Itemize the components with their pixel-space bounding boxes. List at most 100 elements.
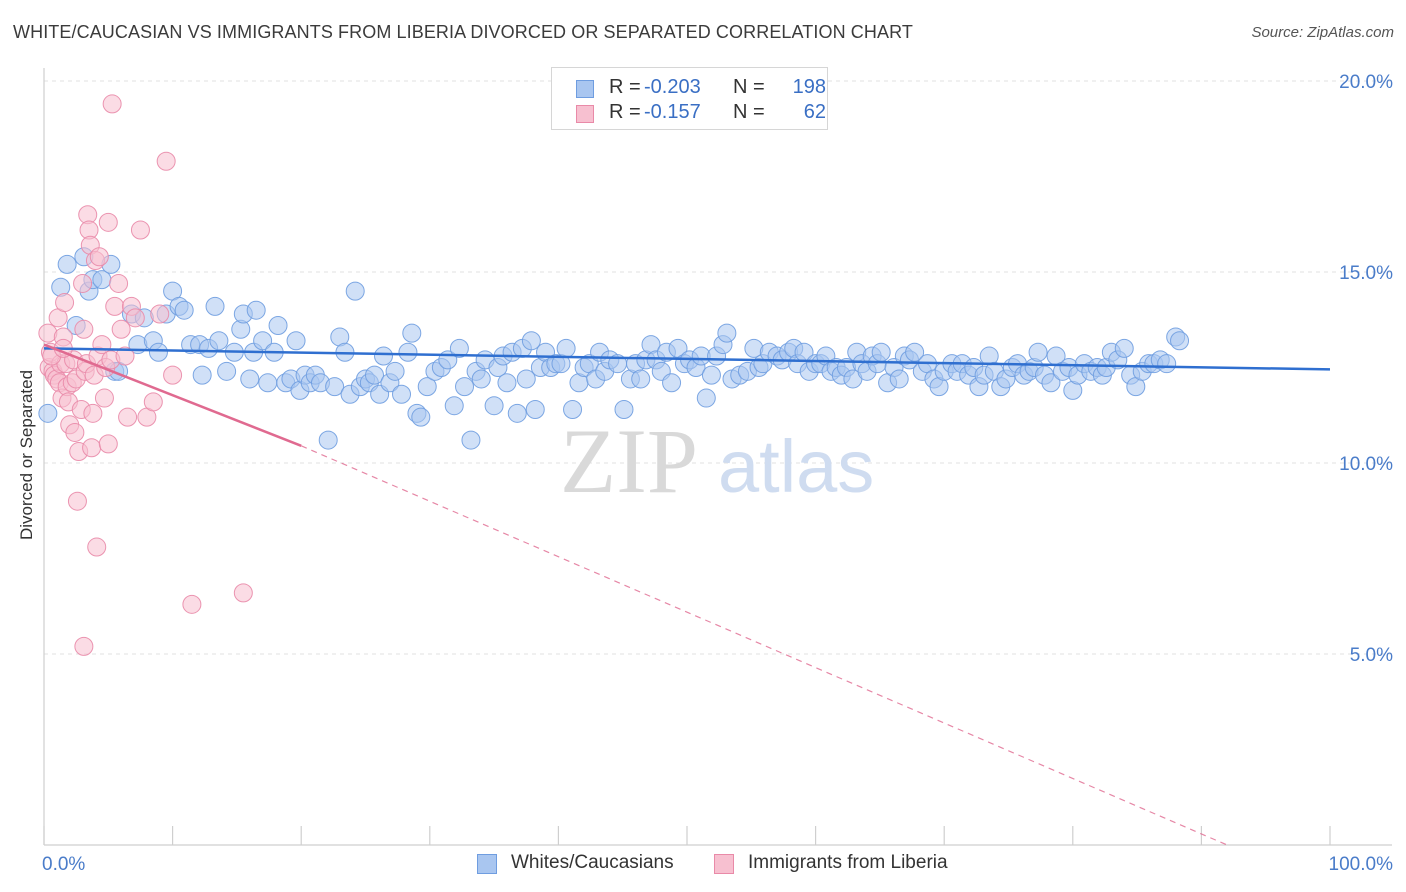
point-whites bbox=[1170, 331, 1190, 351]
point-liberia bbox=[74, 319, 94, 339]
y-axis-label: Divorced or Separated bbox=[17, 370, 36, 540]
point-whites bbox=[516, 369, 536, 389]
point-whites bbox=[449, 338, 469, 358]
point-liberia bbox=[115, 346, 135, 366]
point-liberia bbox=[67, 491, 87, 511]
point-whites bbox=[411, 407, 431, 427]
point-whites bbox=[556, 338, 576, 358]
y-tick-label: 15.0% bbox=[1339, 263, 1393, 284]
point-whites bbox=[286, 331, 306, 351]
trend-line-liberia bbox=[43, 343, 302, 447]
point-whites bbox=[205, 296, 225, 316]
point-whites bbox=[525, 400, 545, 420]
point-whites bbox=[192, 365, 212, 385]
point-whites bbox=[696, 388, 716, 408]
point-liberia bbox=[118, 407, 138, 427]
point-whites bbox=[258, 373, 278, 393]
point-liberia bbox=[150, 304, 170, 324]
point-liberia bbox=[98, 434, 118, 454]
point-whites bbox=[217, 361, 237, 381]
point-whites bbox=[325, 377, 345, 397]
trend-lines bbox=[43, 343, 1331, 846]
legend-n-label: N = bbox=[733, 76, 765, 98]
legend-swatch-liberia bbox=[714, 854, 734, 874]
point-liberia bbox=[233, 583, 253, 603]
point-whites bbox=[889, 369, 909, 389]
y-tick-label: 20.0% bbox=[1339, 72, 1393, 93]
point-liberia bbox=[73, 273, 93, 293]
legend-r-label: R = bbox=[609, 76, 641, 98]
point-whites bbox=[614, 400, 634, 420]
point-whites bbox=[1114, 338, 1134, 358]
chart-title: WHITE/CAUCASIAN VS IMMIGRANTS FROM LIBER… bbox=[13, 22, 913, 42]
point-liberia bbox=[55, 293, 75, 313]
point-whites bbox=[345, 281, 365, 301]
legend-n-label: N = bbox=[733, 101, 765, 123]
point-whites bbox=[402, 323, 422, 343]
point-liberia bbox=[143, 392, 163, 412]
trend-extension-liberia bbox=[300, 445, 1228, 846]
point-liberia bbox=[102, 94, 122, 114]
point-whites bbox=[385, 361, 405, 381]
point-liberia bbox=[65, 422, 85, 442]
point-liberia bbox=[182, 594, 202, 614]
correlation-legend: R = -0.203 N = 198 R = -0.157 N = 62 bbox=[551, 67, 828, 130]
data-points bbox=[38, 94, 1190, 656]
point-whites bbox=[57, 254, 77, 274]
legend-n-value: 198 bbox=[792, 76, 826, 98]
point-liberia bbox=[82, 438, 102, 458]
watermark-atlas: atlas bbox=[718, 425, 874, 508]
point-whites bbox=[174, 300, 194, 320]
point-whites bbox=[246, 300, 266, 320]
legend-swatch-liberia bbox=[576, 105, 594, 123]
point-whites bbox=[701, 365, 721, 385]
point-whites bbox=[318, 430, 338, 450]
point-whites bbox=[253, 331, 273, 351]
point-whites bbox=[905, 342, 925, 362]
point-whites bbox=[148, 342, 168, 362]
point-whites bbox=[1028, 342, 1048, 362]
watermark-zip: ZIP bbox=[560, 410, 698, 512]
point-whites bbox=[240, 369, 260, 389]
point-whites bbox=[365, 365, 385, 385]
trend-line-whites bbox=[43, 347, 1331, 371]
point-whites bbox=[209, 331, 229, 351]
point-whites bbox=[871, 342, 891, 362]
point-whites bbox=[374, 346, 394, 366]
point-whites bbox=[398, 342, 418, 362]
legend-label-liberia: Immigrants from Liberia bbox=[748, 852, 948, 873]
point-whites bbox=[497, 373, 517, 393]
point-whites bbox=[38, 403, 58, 423]
point-liberia bbox=[163, 365, 183, 385]
point-liberia bbox=[89, 247, 109, 267]
point-whites bbox=[1157, 354, 1177, 374]
point-liberia bbox=[125, 308, 145, 328]
source-label: Source: ZipAtlas.com bbox=[1251, 24, 1394, 41]
grid-lines bbox=[44, 80, 1392, 655]
point-whites bbox=[521, 331, 541, 351]
point-whites bbox=[662, 373, 682, 393]
point-whites bbox=[471, 369, 491, 389]
point-liberia bbox=[105, 296, 125, 316]
point-liberia bbox=[109, 273, 129, 293]
point-whites bbox=[392, 384, 412, 404]
axes: 5.0% 10.0% 15.0% 20.0% 0.0% 100.0% bbox=[42, 68, 1393, 875]
point-liberia bbox=[83, 403, 103, 423]
legend-r-value: -0.203 bbox=[644, 76, 701, 98]
x-tick-label: 0.0% bbox=[42, 854, 85, 875]
point-whites bbox=[417, 377, 437, 397]
point-whites bbox=[484, 396, 504, 416]
point-liberia bbox=[98, 212, 118, 232]
point-liberia bbox=[111, 319, 131, 339]
point-liberia bbox=[156, 151, 176, 171]
point-whites bbox=[507, 403, 527, 423]
point-whites bbox=[563, 400, 583, 420]
point-liberia bbox=[94, 388, 114, 408]
point-whites bbox=[455, 377, 475, 397]
point-liberia bbox=[87, 537, 107, 557]
point-whites bbox=[631, 369, 651, 389]
legend-n-value: 62 bbox=[803, 101, 826, 123]
y-tick-label: 10.0% bbox=[1339, 454, 1393, 475]
point-liberia bbox=[130, 220, 150, 240]
